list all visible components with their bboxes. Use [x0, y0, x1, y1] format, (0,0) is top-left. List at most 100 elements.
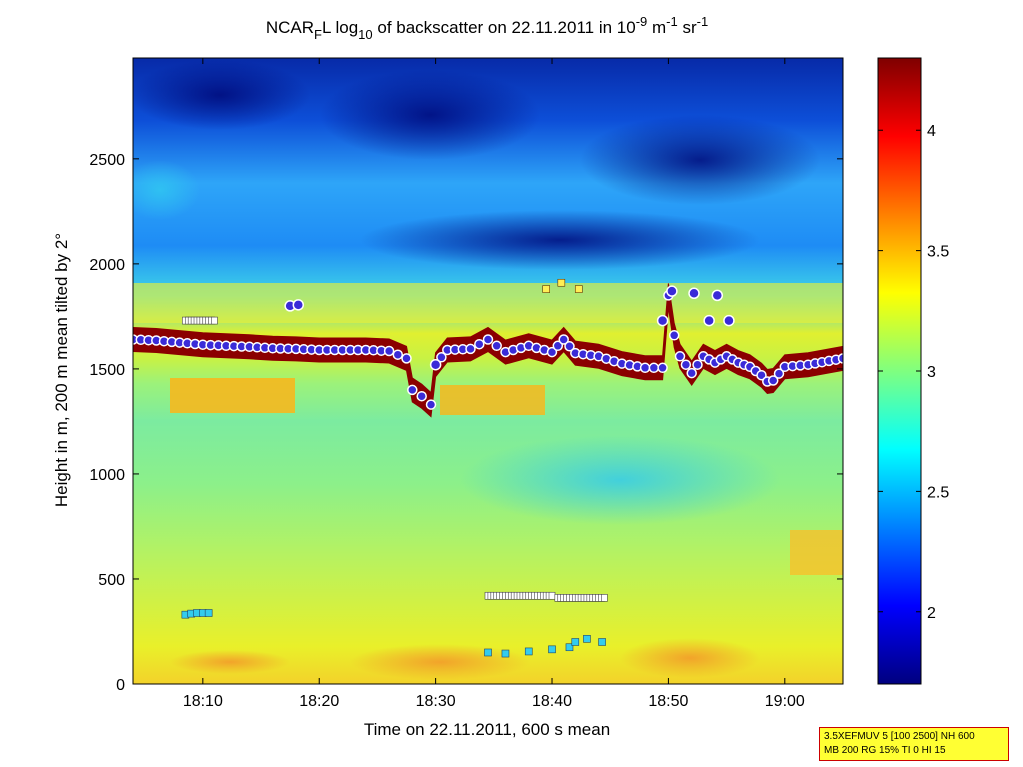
heatmap-layer-band	[170, 378, 295, 413]
cyan-square-marker	[583, 635, 591, 643]
layer-height-marker	[491, 340, 502, 352]
layer-height-marker	[767, 375, 779, 386]
colorbar-tick-label: 3.5	[927, 244, 949, 261]
layer-height-marker	[837, 353, 843, 364]
title-sup: -9	[636, 14, 648, 29]
heatmap-area	[133, 58, 843, 684]
x-tick-label: 18:20	[299, 693, 339, 710]
layer-height-marker	[686, 367, 697, 379]
layer-height-marker	[546, 346, 558, 358]
colorbar-tick-label: 2	[927, 605, 936, 622]
layer-height-marker	[407, 384, 418, 396]
layer-height-marker	[292, 299, 305, 311]
colorbar-tick-label: 4	[927, 123, 936, 140]
x-axis-label: Time on 22.11.2011, 600 s mean	[364, 720, 610, 739]
colorbar	[877, 57, 922, 685]
heatmap-dark-region	[320, 70, 540, 160]
heatmap-warm-region	[620, 638, 760, 678]
heatmap-dark-region	[360, 210, 760, 270]
title-part: of backscatter on 22.11.2011 in 10	[373, 18, 636, 37]
plot-frame	[132, 57, 844, 685]
cyan-square-marker	[501, 649, 510, 658]
settings-info-box: 3.5XEFMUV 5 [100 2500] NH 600 MB 200 RG …	[819, 727, 1009, 761]
y-tick-label: 1500	[89, 362, 125, 379]
title-part: sr	[678, 18, 697, 37]
layer-height-marker	[383, 345, 395, 357]
title-part: L log	[322, 18, 358, 37]
cyan-square-marker	[204, 609, 213, 617]
heatmap-cyan-region	[460, 435, 780, 525]
cyan-square-marker	[524, 647, 533, 656]
layer-height-marker	[668, 330, 680, 341]
title-part: m	[647, 18, 666, 37]
layer-height-marker	[429, 358, 442, 371]
layer-height-marker	[773, 368, 785, 379]
layer-height-marker	[482, 334, 494, 345]
x-tick-label: 18:50	[648, 693, 688, 710]
colorbar-tick-label: 3	[927, 364, 936, 381]
x-tick-label: 18:30	[416, 693, 456, 710]
layer-height-marker	[666, 285, 678, 297]
layer-height-marker	[564, 341, 575, 352]
y-tick-label: 500	[98, 572, 125, 589]
layer-height-marker	[648, 362, 660, 374]
yellow-square-marker	[542, 285, 550, 293]
layer-height-marker	[558, 334, 569, 345]
layer-height-marker	[674, 351, 686, 362]
heatmap-dark-region	[580, 115, 820, 205]
y-tick-label: 2000	[89, 257, 125, 274]
layer-height-marker	[688, 287, 700, 300]
yellow-square-marker	[557, 278, 566, 287]
layer-height-marker	[756, 369, 767, 381]
x-tick-label: 19:00	[765, 693, 805, 710]
heatmap-cyan-region	[133, 160, 200, 220]
chart-title: NCARFL log10 of backscatter on 22.11.201…	[266, 14, 708, 42]
layer-height-marker	[703, 314, 715, 327]
white-square-marker	[211, 316, 218, 325]
layer-height-marker	[392, 349, 404, 360]
layer-height-marker	[401, 353, 412, 364]
title-sub: 10	[358, 27, 372, 42]
layer-height-marker	[692, 359, 703, 370]
layer-height-marker	[657, 362, 668, 374]
heatmap-warm-region	[350, 644, 530, 680]
title-part: NCAR	[266, 18, 314, 37]
cyan-square-marker	[565, 643, 574, 652]
yellow-square-marker	[574, 285, 583, 293]
y-tick-label: 0	[116, 677, 125, 694]
colorbar-tick-label: 2.5	[927, 484, 949, 501]
white-square-marker	[548, 591, 556, 600]
x-tick-label: 18:10	[183, 693, 223, 710]
settings-line-1: 3.5XEFMUV 5 [100 2500] NH 600	[824, 731, 975, 742]
layer-height-marker	[416, 390, 427, 402]
layer-height-marker	[474, 338, 485, 350]
cyan-square-marker	[598, 638, 606, 646]
heatmap-layer-band	[790, 530, 843, 575]
heatmap-layer-band	[440, 385, 545, 415]
layer-height-marker	[723, 314, 735, 327]
title-sub: F	[314, 27, 322, 42]
layer-height-marker	[711, 289, 724, 302]
layer-height-marker	[680, 359, 692, 370]
cyan-square-marker	[548, 645, 556, 654]
title-sup: -1	[666, 14, 678, 29]
cyan-square-marker	[571, 638, 580, 646]
cloud-layer-band	[133, 283, 843, 418]
layer-height-marker	[465, 343, 476, 355]
layer-height-marker	[425, 399, 437, 410]
cyan-square-marker	[484, 648, 492, 657]
white-square-marker	[601, 594, 608, 602]
layer-height-marker	[639, 362, 651, 374]
y-tick-label: 1000	[89, 467, 125, 484]
layer-height-marker	[656, 314, 669, 327]
heatmap-layer-band	[133, 283, 843, 323]
layer-height-marker	[552, 340, 564, 352]
settings-line-2: MB 200 RG 15% TI 0 HI 15	[824, 745, 946, 756]
heatmap-warm-region	[170, 650, 290, 674]
y-tick-label: 2500	[89, 152, 125, 169]
layer-height-marker	[436, 352, 447, 363]
heatmap-dark-region	[133, 60, 310, 130]
title-sup: -1	[697, 14, 709, 29]
x-tick-label: 18:40	[532, 693, 572, 710]
